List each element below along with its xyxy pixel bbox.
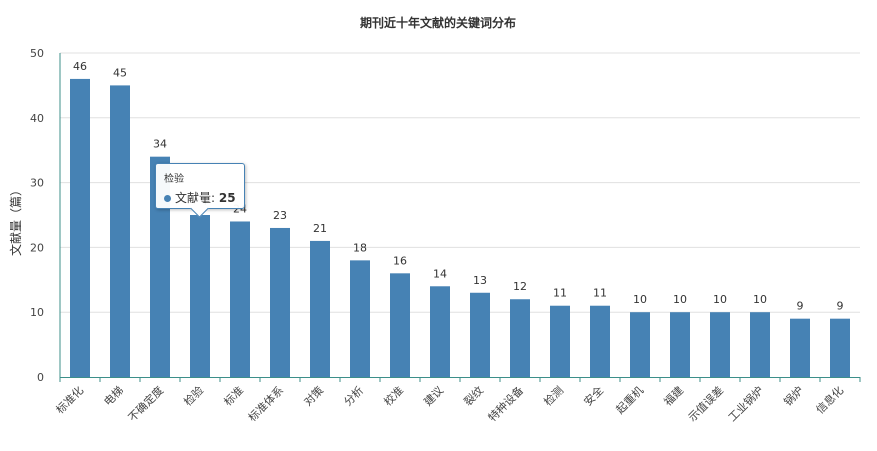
tooltip: 检验 文献量: 25 — [155, 163, 245, 218]
data-label: 13 — [473, 274, 487, 287]
x-tick-label: 电梯 — [101, 384, 126, 409]
x-tick-label: 检验 — [181, 383, 206, 408]
bar[interactable] — [70, 78, 90, 378]
data-label: 10 — [713, 293, 727, 306]
bar[interactable] — [750, 312, 770, 377]
bar[interactable] — [550, 305, 570, 377]
x-tick-label: 检测 — [541, 383, 566, 408]
x-tick-label: 标准 — [221, 383, 246, 408]
tooltip-row: 文献量: 25 — [164, 189, 236, 206]
data-label: 9 — [837, 300, 844, 313]
x-tick-label: 起重机 — [613, 383, 646, 416]
data-label: 10 — [673, 293, 687, 306]
x-tick-label: 不确定度 — [125, 383, 166, 424]
y-tick-label: 0 — [37, 371, 44, 384]
data-label: 34 — [153, 138, 167, 151]
data-label: 21 — [313, 222, 327, 235]
bar[interactable] — [790, 318, 810, 377]
bar[interactable] — [270, 227, 290, 377]
y-tick-label: 40 — [30, 112, 44, 125]
bar[interactable] — [230, 221, 250, 377]
bar[interactable] — [310, 240, 330, 377]
data-label: 12 — [513, 280, 527, 293]
x-tick-label: 信息化 — [813, 383, 846, 416]
bar[interactable] — [430, 286, 450, 377]
x-tick-label: 示值误差 — [685, 383, 726, 424]
y-tick-label: 30 — [30, 177, 44, 190]
x-tick-label: 锅炉 — [781, 384, 806, 409]
bar[interactable] — [350, 260, 370, 377]
y-tick-label: 50 — [30, 47, 44, 60]
bar[interactable] — [670, 312, 690, 377]
bar[interactable] — [390, 273, 410, 377]
data-label: 23 — [273, 209, 287, 222]
data-label: 46 — [73, 60, 87, 73]
data-label: 16 — [393, 254, 407, 267]
data-label: 9 — [797, 300, 804, 313]
bar[interactable] — [470, 292, 490, 377]
bar[interactable] — [510, 299, 530, 377]
tooltip-value: 25 — [218, 191, 236, 205]
data-label: 45 — [113, 66, 127, 79]
x-tick-label: 特种设备 — [485, 383, 526, 424]
x-tick-label: 分析 — [341, 383, 366, 408]
chart-title: 期刊近十年文献的关键词分布 — [360, 15, 516, 30]
bar[interactable] — [110, 85, 130, 378]
y-tick-label: 10 — [30, 306, 44, 319]
x-tick-label: 安全 — [581, 383, 606, 408]
x-tick-label: 校准 — [381, 383, 406, 408]
data-label: 11 — [553, 287, 567, 300]
data-label: 14 — [433, 267, 447, 280]
data-label: 11 — [593, 287, 607, 300]
data-label: 18 — [353, 241, 367, 254]
bar[interactable] — [630, 312, 650, 377]
x-tick-label: 建议 — [421, 383, 446, 408]
data-label: 10 — [753, 293, 767, 306]
bars: 46453425242321181614131211111010101099 — [70, 60, 850, 378]
x-tick-label: 裂纹 — [461, 383, 486, 408]
y-axis-label: 文献量（篇） — [8, 184, 23, 256]
x-tick-label: 福建 — [661, 383, 686, 408]
tooltip-category: 检验 — [164, 174, 184, 185]
y-tick-label: 20 — [30, 241, 44, 254]
data-label: 10 — [633, 293, 647, 306]
x-tick-label: 标准化 — [53, 383, 86, 416]
tooltip-series-dot-icon — [164, 195, 171, 202]
x-tick-label: 标准体系 — [245, 383, 286, 424]
x-tick-label: 对策 — [301, 383, 326, 408]
tooltip-series-label: 文献量: — [175, 191, 219, 205]
bar[interactable] — [830, 318, 850, 377]
bar[interactable] — [150, 156, 170, 377]
bar[interactable] — [710, 312, 730, 377]
bar[interactable] — [190, 215, 210, 377]
x-tick-label: 工业锅炉 — [726, 384, 766, 424]
bar[interactable] — [590, 305, 610, 377]
